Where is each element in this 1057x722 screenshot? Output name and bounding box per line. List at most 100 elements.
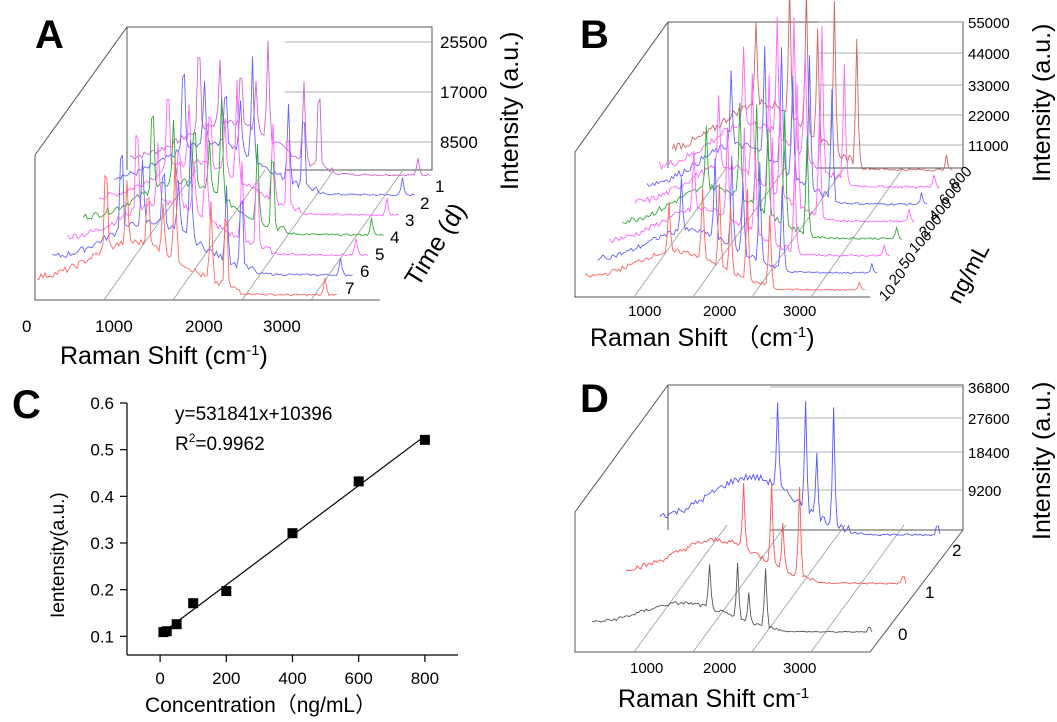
data-point [171, 619, 182, 630]
spectrum-line-1 [591, 562, 873, 633]
x-tick-label: 600 [345, 669, 373, 688]
panel-b-x-ticks: 1000 2000 3000 [628, 303, 816, 320]
y-tick-label: 0.6 [90, 394, 114, 413]
spectrum-line-2 [625, 482, 907, 585]
panel-a-front-frame [34, 155, 380, 301]
panel-letter-c: C [12, 383, 41, 427]
x-tick-label: 400 [278, 669, 306, 688]
x-tick-label: 0 [22, 317, 31, 336]
panel-c-r2: R2=0.9962 [175, 431, 265, 455]
data-point [188, 598, 199, 609]
data-point [221, 586, 232, 597]
depth-tick-label: 2 [420, 194, 429, 213]
z-tick-label: 25500 [440, 33, 487, 52]
x-tick-label: 1000 [628, 303, 661, 320]
panel-a-back-frame [34, 26, 433, 171]
depth-tick-label: 1 [925, 583, 934, 602]
depth-tick-label: 5 [375, 245, 384, 264]
panel-a-z-ticks: 25500 17000 8500 [285, 33, 487, 152]
panel-d-x-ticks: 1000 2000 3000 [630, 660, 816, 677]
x-tick-label: 3000 [783, 660, 816, 677]
panel-d-spectra [591, 401, 941, 633]
panel-d-x-title: Raman Shift cm-1 [618, 685, 809, 713]
x-tick-label: 200 [212, 669, 240, 688]
spectrum-line-5 [98, 80, 400, 217]
depth-tick-label: 3 [405, 211, 414, 230]
depth-tick-label: 0 [898, 625, 907, 644]
z-tick-label: 9200 [968, 483, 1001, 500]
spectrum-line-2 [52, 140, 353, 277]
panel-c-points [158, 434, 430, 638]
panel-b-grid [633, 166, 905, 298]
panel-d: D 36800 27600 18400 9200 1000 2000 3000 2 1 0 R… [574, 377, 1056, 713]
panel-d-back-frame [574, 384, 964, 531]
panel-c-equation: y=531841x+10396 [175, 404, 332, 425]
grid-line [633, 524, 728, 653]
z-tick-label: 55000 [968, 15, 1010, 32]
panel-b-z-title: Intensity (a.u.) [1028, 24, 1056, 182]
panel-b-spectra [584, 0, 953, 292]
panel-c: C 0 200 400 600 800 0.1 0.2 0.3 0.4 0.5 0.6 y=5318… [12, 383, 458, 717]
data-point [419, 434, 430, 445]
y-tick-label: 0.1 [90, 627, 114, 646]
grid-line [692, 524, 787, 653]
panel-a-spectra [36, 40, 431, 297]
spectrum-line-3 [609, 127, 890, 257]
data-point [161, 626, 172, 637]
z-tick-label: 33000 [968, 78, 1010, 95]
z-tick-label: 18400 [968, 445, 1010, 462]
spectrum-line-4 [83, 97, 384, 237]
z-tick-label: 22000 [968, 108, 1010, 125]
spectrum-line-1 [36, 158, 338, 297]
grid-line [172, 169, 266, 301]
depth-tick-label: 1 [435, 177, 444, 196]
z-tick-label: 11000 [968, 138, 1009, 155]
x-tick-label: 2000 [703, 303, 736, 320]
x-tick-label: 3000 [783, 303, 816, 320]
spectrum-line-7 [659, 16, 940, 189]
y-tick-label: 0.5 [90, 441, 114, 460]
grid-line [103, 169, 197, 301]
grid-line [633, 166, 728, 298]
panel-b: B 55000 44000 33000 22000 11000 1000 2000 3000… [574, 0, 1056, 352]
y-tick-label: 0.3 [90, 534, 114, 553]
grid-line [810, 524, 905, 653]
panel-letter-d: D [580, 377, 609, 421]
panel-d-z-title: Intensity (a.u.) [1028, 382, 1056, 540]
x-tick-label: 3000 [263, 317, 301, 336]
panel-d-grid [633, 524, 905, 653]
x-tick-label: 1000 [95, 317, 133, 336]
data-point [287, 528, 298, 539]
z-tick-label: 44000 [968, 46, 1010, 63]
panel-a-x-title: Raman Shift (cm-1) [60, 342, 268, 370]
x-tick-label: 2000 [185, 317, 223, 336]
spectrum-line-8 [671, 0, 953, 172]
panel-letter-a: A [35, 13, 64, 57]
spectrum-line-6 [646, 45, 928, 206]
panel-b-depth-title: ng/mL [941, 239, 994, 308]
depth-tick-label: 2 [952, 541, 961, 560]
spectrum-line-7 [129, 40, 431, 177]
spectrum-line-2 [597, 155, 878, 274]
spectrum-line-6 [114, 56, 415, 197]
y-tick-label: 0.2 [90, 581, 114, 600]
panel-c-ticks: 0 200 400 600 800 0.1 0.2 0.3 0.4 0.5 0.6 [90, 394, 439, 688]
panel-d-front-frame [574, 512, 870, 653]
x-tick-label: 0 [155, 669, 164, 688]
panel-letter-b: B [580, 13, 609, 57]
z-tick-label: 8500 [440, 133, 478, 152]
data-point [353, 476, 364, 487]
panel-d-z-ticks: 36800 27600 18400 9200 [770, 380, 1010, 500]
z-tick-label: 36800 [968, 380, 1010, 397]
depth-tick-label: 7 [345, 279, 354, 298]
depth-tick-label: 4 [390, 228, 399, 247]
panel-a-x-ticks: 0 1000 2000 3000 [22, 317, 301, 336]
grid-line [692, 166, 787, 298]
panel-b-x-title: Raman Shift （cm-1) [590, 324, 815, 352]
x-tick-label: 2000 [703, 660, 736, 677]
grid-line [751, 166, 846, 298]
z-tick-label: 17000 [440, 83, 487, 102]
panel-d-depth-ticks: 2 1 0 [869, 529, 964, 653]
